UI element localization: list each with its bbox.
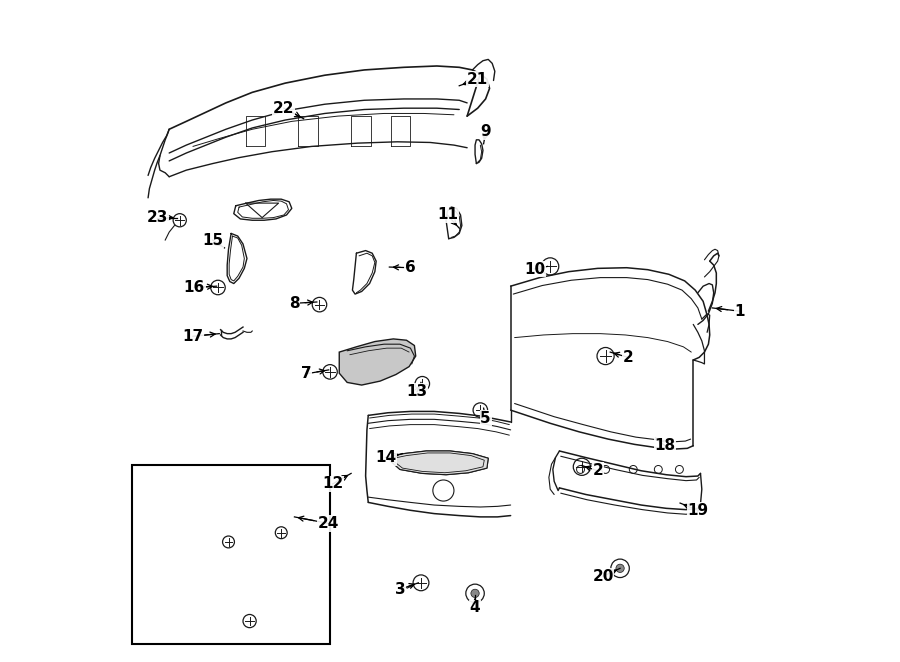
Text: 1: 1 [734, 304, 745, 318]
Text: 17: 17 [183, 329, 203, 344]
Text: 2: 2 [623, 350, 634, 365]
Text: 11: 11 [436, 207, 458, 222]
Text: 21: 21 [467, 71, 489, 87]
Text: 2: 2 [592, 463, 603, 478]
Circle shape [616, 564, 625, 573]
Text: 23: 23 [147, 210, 168, 225]
Bar [132, 465, 330, 644]
Text: 19: 19 [688, 503, 708, 518]
Text: 14: 14 [374, 450, 396, 465]
Text: 6: 6 [405, 260, 416, 275]
Text: 10: 10 [524, 261, 544, 277]
Text: 15: 15 [202, 232, 223, 248]
Text: 13: 13 [407, 384, 428, 399]
Text: 4: 4 [470, 600, 481, 616]
Text: 8: 8 [289, 296, 300, 311]
Text: 9: 9 [481, 124, 491, 140]
Circle shape [471, 589, 479, 598]
Text: 5: 5 [481, 410, 491, 426]
Polygon shape [387, 451, 488, 475]
Text: 3: 3 [394, 582, 405, 597]
Text: 12: 12 [322, 477, 343, 491]
Polygon shape [339, 339, 416, 385]
Text: 20: 20 [592, 569, 614, 584]
Text: 18: 18 [654, 438, 676, 453]
Text: 22: 22 [273, 101, 294, 116]
Text: 24: 24 [318, 516, 339, 531]
Text: 7: 7 [301, 366, 311, 381]
Text: 16: 16 [184, 280, 205, 295]
